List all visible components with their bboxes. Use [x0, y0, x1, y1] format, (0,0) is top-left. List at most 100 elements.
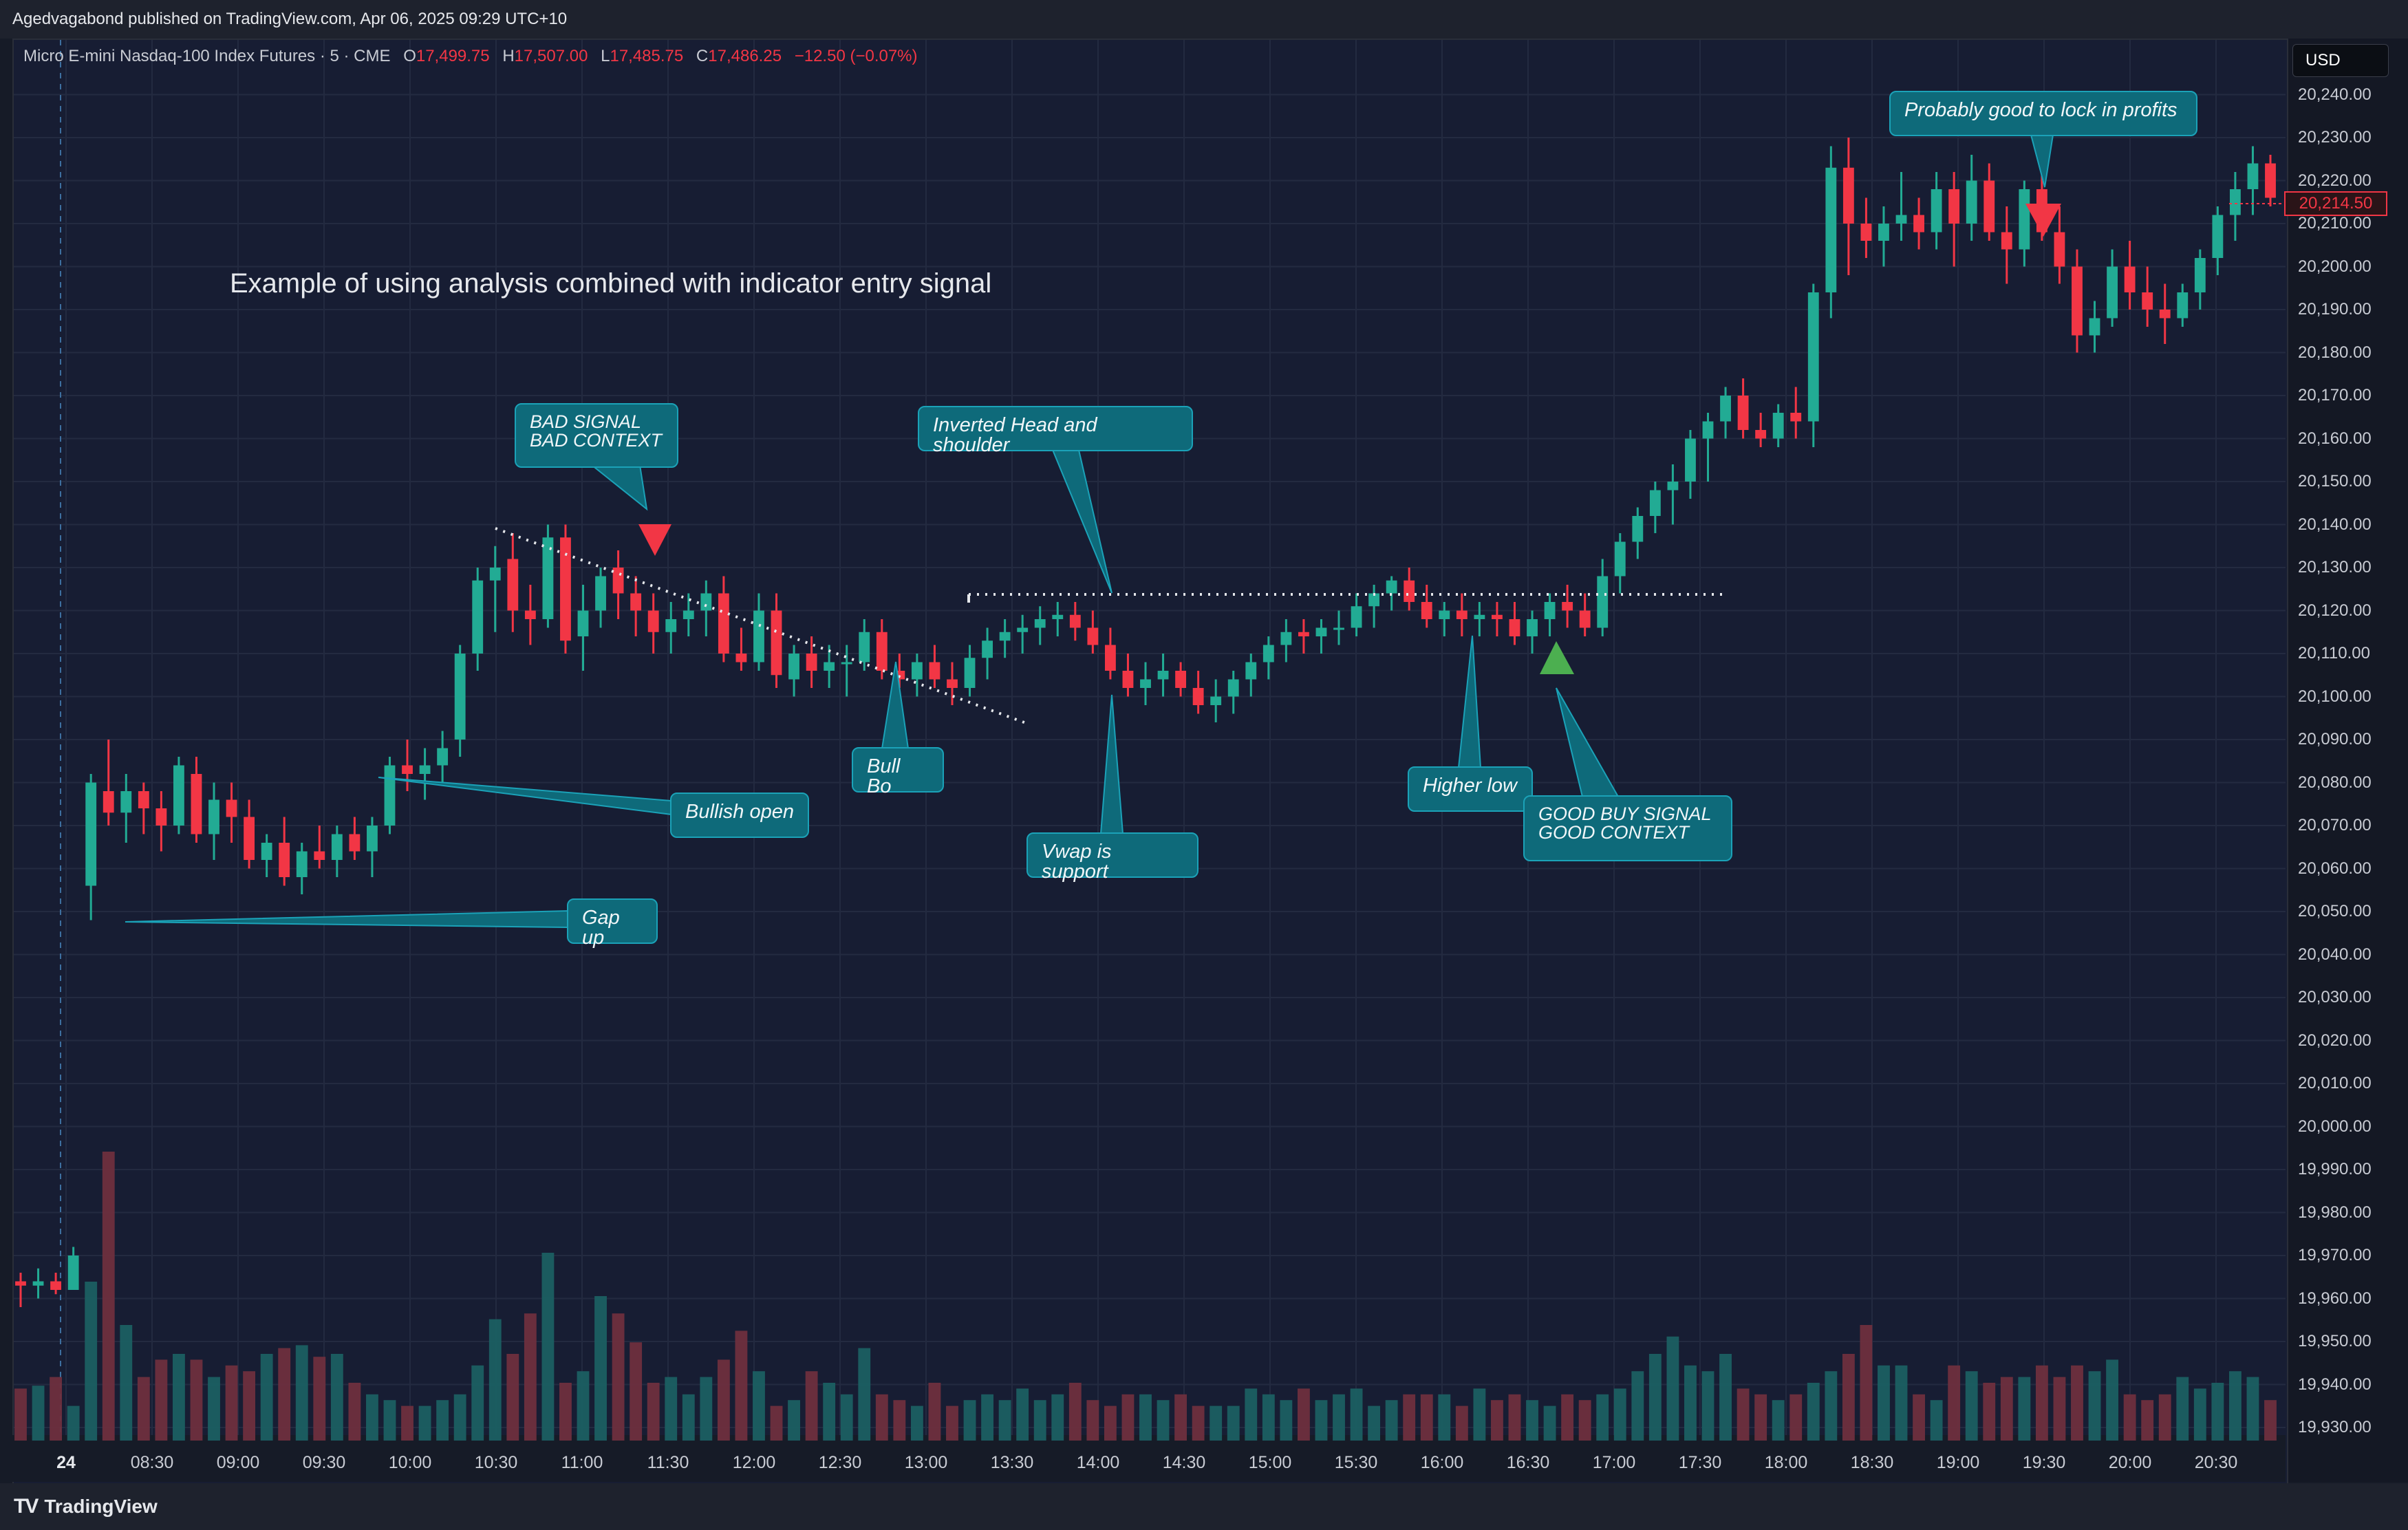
candle-body: [349, 834, 361, 852]
candle-body: [2054, 232, 2065, 267]
candle: [524, 585, 536, 645]
callout-lock-profits[interactable]: Probably good to lock in profits: [1889, 91, 2197, 136]
candle-body: [244, 817, 255, 860]
candle-body: [2124, 266, 2136, 292]
candle: [1122, 654, 1134, 697]
candle-body: [1579, 610, 1591, 628]
candle: [1649, 482, 1661, 533]
volume-bar: [225, 1365, 238, 1441]
volume-bar: [1121, 1394, 1135, 1441]
time-tick-label: 12:00: [732, 1453, 776, 1472]
time-tick-label: 17:00: [1592, 1453, 1636, 1472]
candle-body: [771, 610, 782, 676]
time-tick-label: 10:00: [388, 1453, 432, 1472]
volume-bar: [1719, 1354, 1732, 1441]
candle: [1210, 679, 1222, 722]
candle: [982, 627, 993, 680]
tradingview-logo[interactable]: TV TradingView: [14, 1495, 158, 1518]
callout-bull-bo[interactable]: Bull Bo: [852, 747, 944, 797]
volume-bar: [85, 1282, 98, 1441]
callout-bad-signal[interactable]: BAD SIGNAL BAD CONTEXT: [515, 403, 678, 468]
candle-body: [964, 658, 976, 688]
volume-bar: [120, 1325, 133, 1441]
candle: [929, 645, 940, 688]
candle-body: [1315, 627, 1327, 636]
volume-bar: [1754, 1394, 1767, 1441]
symbol-legend[interactable]: Micro E-mini Nasdaq-100 Index Futures · …: [23, 47, 918, 66]
currency-button[interactable]: USD: [2292, 44, 2389, 77]
price-tick-label: 20,080.00: [2298, 773, 2372, 792]
callout-higher-low[interactable]: Higher low: [1408, 766, 1533, 812]
volume-bar: [1578, 1400, 1591, 1441]
low-label: L: [601, 47, 610, 65]
time-axis[interactable]: [12, 1435, 2286, 1482]
close-label: C: [696, 47, 709, 65]
candle: [2229, 172, 2241, 241]
candle: [911, 654, 923, 697]
candle: [1544, 593, 1556, 636]
candle-body: [806, 654, 817, 671]
candle-body: [1386, 580, 1397, 594]
volume-bar: [1455, 1405, 1468, 1441]
price-tick-label: 20,160.00: [2298, 429, 2372, 448]
candle: [1667, 464, 1679, 525]
volume-bar: [928, 1383, 941, 1441]
candle: [1562, 585, 1573, 628]
candle-body: [67, 1256, 79, 1290]
candle: [419, 748, 431, 800]
volume-bar: [1068, 1383, 1082, 1441]
volume-bar: [682, 1394, 695, 1441]
candle-body: [999, 632, 1011, 641]
candle-body: [1192, 688, 1204, 705]
price-axis[interactable]: [2287, 39, 2408, 1482]
price-tick-label: 20,030.00: [2298, 988, 2372, 1006]
time-tick-label: 19:30: [2022, 1453, 2066, 1472]
candle-body: [647, 610, 659, 632]
candle: [1069, 602, 1081, 641]
price-tick-label: 20,060.00: [2298, 859, 2372, 878]
candle: [1702, 413, 1714, 482]
candle: [1807, 283, 1819, 447]
vwap-pointer: [1099, 694, 1124, 834]
volume-bar: [295, 1345, 308, 1441]
volume-bar: [963, 1400, 976, 1441]
candle-body: [1842, 167, 1854, 224]
callout-inverted-head-shoulder[interactable]: Inverted Head and shoulder: [918, 406, 1193, 455]
candle: [964, 645, 976, 697]
time-tick-label: 09:30: [302, 1453, 346, 1472]
volume-bar: [506, 1354, 519, 1441]
candle: [2265, 155, 2276, 206]
candle-body: [1878, 224, 1889, 241]
low-value: 17,485.75: [610, 47, 684, 65]
symbol-name[interactable]: Micro E-mini Nasdaq-100 Index Futures · …: [23, 47, 391, 65]
volume-bar: [1666, 1336, 1679, 1441]
callout-vwap-support[interactable]: Vwap is support: [1026, 832, 1198, 882]
callout-gap-up[interactable]: Gap up: [567, 898, 658, 948]
candle: [2124, 241, 2136, 310]
callout-good-buy-signal[interactable]: GOOD BUY SIGNAL GOOD CONTEXT: [1523, 795, 1732, 861]
volume-bar: [2123, 1394, 2136, 1441]
volume-bar: [1807, 1383, 1820, 1441]
candle: [489, 546, 501, 632]
price-tick-label: 20,240.00: [2298, 85, 2372, 104]
candle: [261, 834, 272, 877]
chart-pane[interactable]: [12, 39, 2288, 1485]
volume-bar: [278, 1348, 291, 1441]
volume-bar: [1965, 1371, 1978, 1441]
callout-bullish-open[interactable]: Bullish open: [670, 793, 809, 838]
candle: [1579, 593, 1591, 636]
volume-bar: [594, 1296, 607, 1441]
volume-bar: [1613, 1388, 1626, 1441]
candle: [296, 843, 308, 894]
candle: [1614, 533, 1626, 594]
candle: [1034, 606, 1046, 645]
candle-body: [1122, 671, 1134, 688]
candle: [103, 740, 114, 826]
time-tick-label: 16:30: [1506, 1453, 1550, 1472]
candle-body: [1527, 619, 1538, 636]
candle: [32, 1268, 44, 1299]
candle: [2019, 180, 2030, 267]
time-tick-label: 09:00: [216, 1453, 260, 1472]
volume-bar: [700, 1377, 713, 1441]
